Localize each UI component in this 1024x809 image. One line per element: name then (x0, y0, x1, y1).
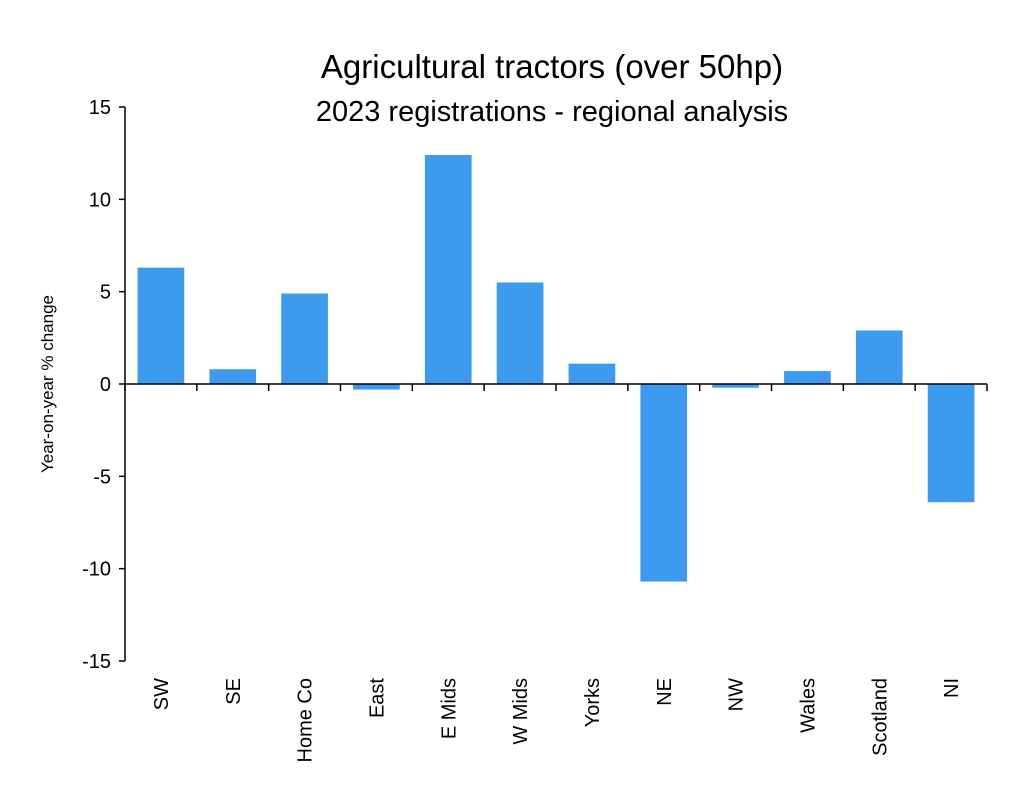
y-tick-label: -15 (82, 651, 111, 673)
bar-se (209, 369, 257, 384)
bar-home-co (281, 293, 328, 384)
x-tick-label: NI (941, 678, 963, 698)
x-tick-label: East (366, 678, 388, 718)
x-tick-label: NW (726, 678, 748, 711)
bar-ne (640, 384, 688, 582)
y-tick-label: 15 (89, 97, 111, 119)
bar-sw (137, 267, 185, 384)
y-tick-label: 5 (100, 282, 111, 304)
bar-w-mids (496, 282, 544, 384)
chart-subtitle: 2023 registrations - regional analysis (316, 96, 788, 128)
bar-nw (712, 384, 759, 388)
y-tick-label: 0 (100, 374, 111, 396)
x-tick-label: Scotland (869, 678, 891, 756)
x-tick-label: Wales (797, 678, 819, 733)
bar-wales (784, 371, 831, 384)
y-tick-label: -10 (82, 559, 111, 581)
x-tick-label: SE (223, 678, 245, 705)
x-tick-label: Yorks (582, 678, 604, 727)
x-tick-label: NE (654, 678, 676, 706)
bar-e-mids (424, 155, 472, 384)
chart-title: Agricultural tractors (over 50hp) (321, 48, 783, 85)
bar-yorks (568, 363, 616, 384)
y-tick-label: 10 (89, 189, 111, 211)
bar-east (353, 384, 400, 390)
bar-ni (927, 384, 975, 503)
y-tick-label: -5 (93, 466, 111, 488)
x-tick-label: Home Co (295, 678, 317, 762)
y-axis-label: Year-on-year % change (38, 295, 57, 473)
bar-scotland (855, 330, 903, 384)
x-tick-label: SW (151, 678, 173, 710)
x-tick-label: E Mids (438, 678, 460, 739)
x-tick-label: W Mids (510, 678, 532, 745)
